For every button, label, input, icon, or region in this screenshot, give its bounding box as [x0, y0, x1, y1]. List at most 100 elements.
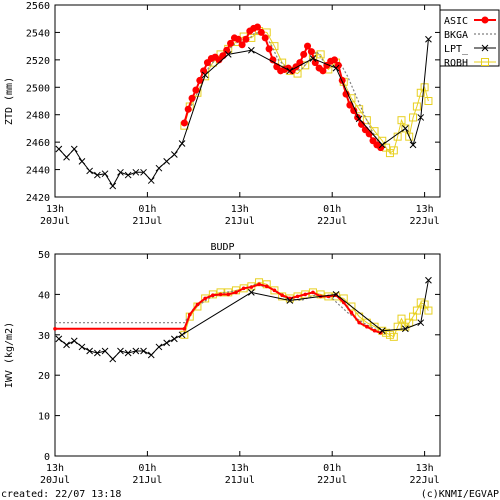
data-point	[53, 326, 57, 331]
x-tick-label: 21Jul	[225, 475, 255, 486]
data-point	[349, 310, 354, 315]
data-point	[195, 302, 200, 307]
data-point	[203, 296, 207, 301]
series-line	[183, 31, 379, 143]
data-point	[196, 76, 204, 84]
series-asic	[180, 23, 385, 152]
data-point	[397, 314, 406, 323]
x-tick-label: 21Jul	[132, 475, 162, 486]
x-tick-label: 13h	[416, 463, 434, 474]
data-point	[247, 46, 255, 54]
data-point	[425, 276, 432, 284]
data-point	[109, 182, 117, 190]
data-point	[163, 339, 171, 347]
data-point	[311, 59, 319, 67]
data-point	[93, 349, 101, 357]
data-point	[132, 347, 140, 355]
legend-label: LPT_	[444, 44, 469, 55]
y-axis-label: IWV (kg/m2)	[4, 322, 15, 388]
series-lpt	[55, 276, 432, 363]
data-point	[211, 293, 215, 298]
data-point	[257, 28, 265, 36]
data-point	[124, 349, 132, 357]
data-point	[357, 120, 365, 128]
data-point	[155, 164, 163, 172]
data-point	[101, 347, 109, 355]
data-point	[412, 306, 421, 315]
data-point	[78, 157, 86, 165]
data-point	[201, 71, 209, 79]
data-point	[155, 343, 163, 351]
data-point	[286, 297, 294, 304]
data-point	[55, 335, 63, 343]
data-point	[264, 284, 269, 289]
data-point	[180, 119, 188, 127]
y-tick-label: 2540	[26, 28, 50, 39]
x-tick-label: 20Jul	[40, 216, 70, 227]
y-tick-label: 40	[38, 290, 50, 301]
data-point	[265, 45, 273, 53]
y-tick-label: 2560	[26, 1, 50, 12]
data-point	[420, 83, 429, 92]
y-tick-label: 2520	[26, 56, 50, 67]
data-point	[425, 35, 432, 43]
series-bkga	[183, 31, 379, 143]
series-lpt	[55, 35, 432, 190]
data-point	[101, 170, 109, 178]
data-point	[117, 347, 124, 355]
data-point	[170, 335, 178, 343]
data-point	[389, 332, 398, 341]
data-point	[278, 58, 287, 67]
data-point	[226, 292, 231, 297]
data-point	[70, 145, 78, 153]
data-point	[147, 177, 155, 184]
legend-swatch	[481, 16, 489, 24]
x-tick-label: 22Jul	[317, 216, 347, 227]
legend-label: ROBH	[444, 58, 468, 69]
data-point	[257, 282, 261, 287]
y-tick-label: 2480	[26, 111, 50, 122]
data-point	[357, 320, 361, 325]
credit-label: (c)KNMI/EGVAP	[421, 489, 499, 500]
data-point	[109, 355, 117, 363]
y-tick-label: 30	[38, 331, 50, 342]
data-point	[178, 140, 186, 147]
ztd-plot: 2420244024602480250025202540256013h20Jul…	[4, 1, 441, 227]
data-point	[300, 50, 308, 58]
y-tick-label: 20	[38, 371, 50, 382]
data-point	[140, 168, 147, 176]
data-point	[311, 290, 315, 295]
data-point	[238, 41, 246, 49]
x-tick-label: 01h	[138, 204, 156, 215]
x-tick-label: 13h	[46, 463, 64, 474]
data-point	[140, 347, 147, 355]
data-point	[365, 324, 369, 329]
data-point	[224, 51, 232, 58]
data-point	[192, 86, 200, 94]
data-point	[272, 288, 277, 293]
data-point	[247, 289, 255, 296]
data-point	[409, 113, 418, 122]
data-point	[188, 94, 196, 102]
x-tick-label: 13h	[46, 204, 64, 215]
legend-label: BKGA	[444, 30, 468, 41]
legend: ASIC BKGA LPT_ ROBH	[439, 9, 500, 69]
data-point	[401, 124, 410, 133]
data-point	[412, 102, 421, 111]
data-point	[163, 157, 171, 165]
x-tick-label: 22Jul	[317, 475, 347, 486]
y-tick-label: 2460	[26, 138, 50, 149]
x-tick-label: 21Jul	[225, 216, 255, 227]
data-point	[378, 327, 386, 335]
legend-swatch	[481, 44, 489, 52]
data-point	[178, 331, 186, 339]
data-point	[180, 330, 189, 339]
data-point	[295, 294, 300, 299]
data-point	[242, 35, 250, 43]
data-point	[86, 347, 94, 355]
x-tick-label: 20Jul	[40, 475, 70, 486]
data-point	[331, 56, 339, 64]
data-point	[409, 141, 417, 149]
y-axis-label: ZTD (mm)	[4, 77, 15, 125]
x-tick-label: 01h	[138, 463, 156, 474]
